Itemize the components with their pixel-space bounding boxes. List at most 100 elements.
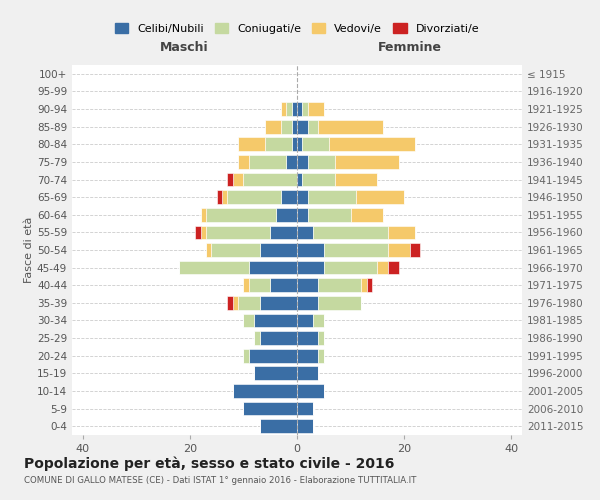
Bar	[302, 172, 335, 186]
Bar	[297, 172, 302, 186]
Bar	[313, 226, 388, 239]
Bar	[319, 349, 324, 362]
Bar	[409, 243, 420, 257]
Bar	[211, 243, 260, 257]
Bar	[249, 155, 286, 169]
Bar	[297, 402, 313, 415]
Bar	[254, 366, 297, 380]
Bar	[206, 208, 275, 222]
Text: Maschi: Maschi	[160, 42, 209, 54]
Y-axis label: Fasce di età: Fasce di età	[24, 217, 34, 283]
Bar	[265, 138, 292, 151]
Bar	[388, 260, 399, 274]
Bar	[227, 172, 233, 186]
Bar	[238, 155, 249, 169]
Bar	[233, 296, 238, 310]
Bar	[324, 243, 388, 257]
Bar	[233, 384, 297, 398]
Text: Popolazione per età, sesso e stato civile - 2016: Popolazione per età, sesso e stato civil…	[24, 456, 394, 471]
Bar	[244, 402, 297, 415]
Bar	[302, 138, 329, 151]
Legend: Celibi/Nubili, Coniugati/e, Vedovi/e, Divorziati/e: Celibi/Nubili, Coniugati/e, Vedovi/e, Di…	[110, 19, 484, 38]
Bar	[297, 420, 313, 433]
Bar	[297, 120, 308, 134]
Bar	[292, 102, 297, 116]
Bar	[367, 278, 372, 292]
Bar	[292, 120, 297, 134]
Bar	[217, 190, 222, 204]
Bar	[308, 190, 356, 204]
Bar	[308, 102, 324, 116]
Bar	[254, 314, 297, 328]
Bar	[335, 155, 399, 169]
Bar	[200, 208, 206, 222]
Bar	[179, 260, 249, 274]
Bar	[297, 190, 308, 204]
Bar	[297, 296, 319, 310]
Bar	[297, 102, 302, 116]
Bar	[270, 226, 297, 239]
Bar	[308, 208, 350, 222]
Bar	[308, 120, 319, 134]
Bar	[227, 296, 233, 310]
Text: COMUNE DI GALLO MATESE (CE) - Dati ISTAT 1° gennaio 2016 - Elaborazione TUTTITAL: COMUNE DI GALLO MATESE (CE) - Dati ISTAT…	[24, 476, 416, 485]
Bar	[206, 226, 270, 239]
Bar	[308, 155, 335, 169]
Bar	[297, 260, 324, 274]
Bar	[319, 296, 361, 310]
Bar	[356, 190, 404, 204]
Bar	[350, 208, 383, 222]
Bar	[377, 260, 388, 274]
Bar	[260, 296, 297, 310]
Bar	[329, 138, 415, 151]
Bar	[319, 120, 383, 134]
Bar	[319, 331, 324, 345]
Bar	[297, 155, 308, 169]
Bar	[206, 243, 211, 257]
Bar	[265, 120, 281, 134]
Bar	[254, 331, 260, 345]
Bar	[297, 314, 313, 328]
Bar	[297, 349, 319, 362]
Bar	[281, 102, 286, 116]
Bar	[238, 296, 260, 310]
Bar	[319, 278, 361, 292]
Bar	[249, 349, 297, 362]
Bar	[302, 102, 308, 116]
Bar	[260, 420, 297, 433]
Bar	[286, 155, 297, 169]
Bar	[238, 138, 265, 151]
Bar	[297, 278, 319, 292]
Bar	[227, 190, 281, 204]
Bar	[233, 172, 244, 186]
Bar	[313, 314, 324, 328]
Bar	[297, 208, 308, 222]
Bar	[292, 138, 297, 151]
Bar	[324, 260, 377, 274]
Bar	[286, 102, 292, 116]
Bar	[297, 138, 302, 151]
Bar	[388, 226, 415, 239]
Bar	[361, 278, 367, 292]
Bar	[270, 278, 297, 292]
Bar	[297, 243, 324, 257]
Bar	[275, 208, 297, 222]
Bar	[335, 172, 377, 186]
Text: Femmine: Femmine	[377, 42, 442, 54]
Bar	[297, 384, 324, 398]
Bar	[281, 120, 292, 134]
Bar	[222, 190, 227, 204]
Bar	[244, 278, 249, 292]
Bar	[244, 349, 249, 362]
Bar	[281, 190, 297, 204]
Bar	[297, 366, 319, 380]
Bar	[249, 278, 270, 292]
Bar	[244, 172, 297, 186]
Bar	[297, 331, 319, 345]
Bar	[260, 331, 297, 345]
Bar	[244, 314, 254, 328]
Bar	[388, 243, 409, 257]
Bar	[200, 226, 206, 239]
Bar	[249, 260, 297, 274]
Bar	[297, 226, 313, 239]
